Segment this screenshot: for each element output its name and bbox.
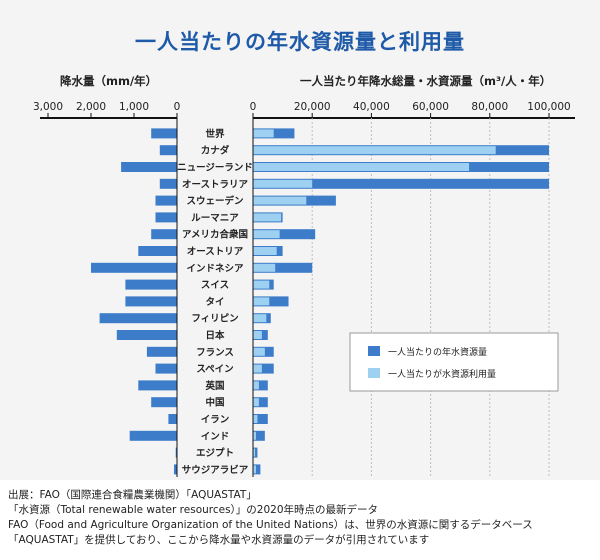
category-label: ニュージーランド (177, 163, 253, 174)
category-label: カナダ (201, 145, 230, 157)
water-resources-bar (253, 296, 289, 307)
water-usage-bar (253, 129, 274, 138)
right-tick-label: 40,000 (353, 101, 390, 113)
left-tick-label: 1,000 (119, 101, 149, 113)
category-label: ルーマニア (191, 213, 239, 224)
source-line-2: 「水資源（Total renewable water resources）」の2… (8, 504, 379, 516)
water-resources-bar (253, 464, 261, 475)
water-usage-bar (253, 347, 265, 356)
water-usage-bar (253, 230, 280, 239)
category-label: インド (201, 431, 230, 442)
water-usage-bar (253, 297, 270, 306)
category-label: オーストラリア (182, 179, 249, 190)
category-label: スペイン (196, 364, 233, 375)
water-usage-bar (253, 146, 496, 155)
left-tick-label: 2,000 (76, 101, 106, 113)
water-usage-bar (253, 163, 470, 171)
right-tick-label: 80,000 (471, 101, 508, 113)
left-tick-label: 0 (174, 101, 181, 113)
precipitation-bar (138, 380, 177, 391)
precipitation-bar (155, 195, 177, 206)
water-resources-bar (253, 414, 268, 424)
precipitation-bar (151, 397, 177, 408)
precipitation-bar (151, 128, 177, 139)
water-resources-bar (253, 380, 268, 391)
legend-label-usage: 一人当たりが水資源利用量 (388, 368, 496, 380)
source-line-4: 「AQUASTAT」を提供しており、ここから降水量や水資源量のデータが引用されて… (8, 534, 430, 546)
chart-panel (0, 0, 600, 480)
category-label: サウジアラビア (182, 464, 249, 476)
source-line-3: FAO（Food and Agriculture Organization of… (8, 519, 533, 531)
right-tick-label: 60,000 (412, 101, 449, 113)
source-notes: 出展：FAO（国際連合食糧農業機関）「AQUASTAT」 「水資源（Total … (8, 488, 598, 548)
legend-label-resources: 一人当たりの年水資源量 (388, 346, 487, 358)
category-label: アメリカ合衆国 (182, 229, 248, 241)
precipitation-bar (125, 279, 177, 290)
category-label: 中国 (205, 397, 224, 409)
category-label: インドネシア (186, 263, 244, 274)
water-usage-bar (253, 179, 313, 188)
precipitation-bar (129, 430, 177, 441)
legend-swatch-resources (368, 346, 380, 356)
water-usage-bar (253, 280, 270, 289)
water-usage-bar (253, 213, 282, 222)
right-tick-label: 0 (250, 101, 257, 113)
category-label: 世界 (205, 128, 225, 140)
water-resources-bar (253, 229, 316, 240)
precipitation-bar (146, 346, 177, 357)
precipitation-bar (159, 145, 177, 156)
precipitation-bar (91, 262, 177, 273)
category-label: エジプト (196, 447, 234, 459)
chart-title: 一人当たりの年水資源量と利用量 (135, 30, 465, 54)
water-usage-bar (253, 196, 307, 205)
water-resources-bar (253, 262, 313, 273)
bar-chart: 3,000 2,000 1,000 0 0 20,000 40,000 60,000 80,00… (33, 101, 575, 477)
category-label: スウェーデン (186, 195, 243, 207)
legend-swatch-usage (368, 368, 380, 378)
water-resources-bar (253, 363, 274, 374)
precipitation-bar (173, 464, 177, 475)
legend-box (349, 332, 559, 392)
category-label: 英国 (205, 380, 224, 392)
right-chart-title: 一人当たり年降水総量・水資源量（m³/人・年） (300, 74, 552, 88)
category-label: 日本 (205, 330, 225, 342)
precipitation-bar (99, 313, 177, 324)
water-usage-bar (253, 415, 258, 423)
right-tick-label: 20,000 (294, 101, 331, 113)
category-label: オーストリア (187, 247, 244, 258)
water-usage-bar (253, 314, 267, 323)
left-tick-label: 3,000 (33, 101, 63, 113)
water-resources-bar (253, 447, 258, 458)
water-resources-bar (253, 178, 549, 189)
precipitation-bar (175, 447, 177, 458)
precipitation-bar (116, 330, 177, 340)
precipitation-bar (151, 229, 177, 240)
precipitation-bar (121, 162, 177, 172)
water-usage-bar (253, 398, 259, 407)
water-usage-bar (253, 381, 259, 390)
precipitation-bar (125, 296, 177, 307)
precipitation-bar (155, 363, 177, 374)
water-usage-bar (253, 364, 262, 373)
category-label: フィリピン (191, 313, 238, 325)
precipitation-bar (168, 414, 177, 424)
water-usage-bar (253, 247, 277, 255)
water-usage-bar (253, 263, 276, 272)
category-label: フランス (196, 347, 234, 358)
category-label: イラン (201, 415, 230, 426)
water-resources-bar (253, 397, 268, 408)
source-line-1: 出展：FAO（国際連合食糧農業機関）「AQUASTAT」 (8, 489, 257, 501)
water-usage-bar (253, 448, 256, 457)
category-label: タイ (205, 296, 224, 308)
precipitation-bar (138, 246, 177, 256)
category-label: スイス (201, 280, 229, 291)
water-usage-bar (253, 465, 256, 474)
right-tick-label: 100,000 (527, 101, 570, 113)
precipitation-bar (159, 178, 177, 189)
water-usage-bar (253, 431, 256, 440)
left-chart-title: 降水量（mm/年） (60, 74, 158, 88)
precipitation-bar (155, 212, 177, 223)
water-resources-bar (253, 430, 265, 441)
water-usage-bar (253, 331, 262, 339)
